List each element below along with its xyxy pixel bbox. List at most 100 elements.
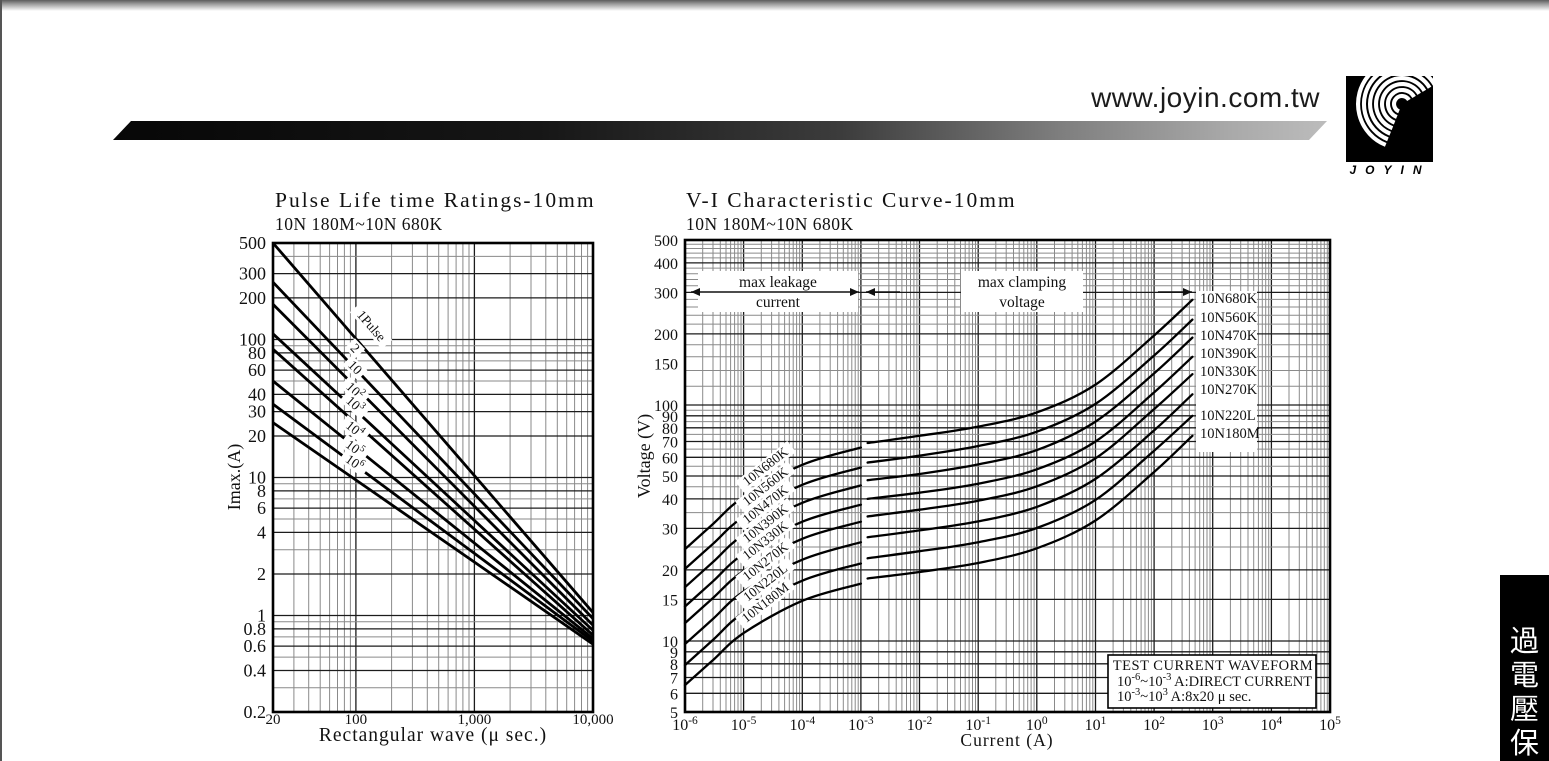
y-tick-label: 70 <box>662 435 678 452</box>
y-tick-label: 500 <box>239 233 266 253</box>
model-label: 10N560K <box>1200 310 1258 326</box>
y-tick-label: 2 <box>257 564 266 584</box>
y-tick-label: 200 <box>654 327 678 344</box>
x-tick-label: 10-2 <box>907 715 933 734</box>
y-tick-label: 100 <box>239 330 266 350</box>
x-tick-label: 20 <box>266 712 281 728</box>
curve-10N180M <box>866 434 1194 580</box>
svg-text:103: 103 <box>343 392 367 416</box>
model-label: 10N180M <box>1200 426 1260 442</box>
y-tick-label: 1 <box>257 606 266 626</box>
test-waveform-line1: TEST CURRENT WAVEFORM <box>1113 658 1313 674</box>
y-axis-title: Voltage (V) <box>634 414 655 498</box>
y-axis-title: Imax.(A) <box>224 444 245 510</box>
y-tick-label: 60 <box>248 360 266 380</box>
x-axis-title: Current (A) <box>960 730 1053 750</box>
y-tick-label: 40 <box>248 384 266 404</box>
y-tick-label: 30 <box>248 402 266 422</box>
joyin-logo-text: JOYIN <box>1349 163 1431 177</box>
y-tick-label: 0.8 <box>244 619 267 639</box>
curve-10N330K <box>866 373 1194 518</box>
pulse-line-label: 103 <box>339 390 370 420</box>
x-tick-label: 102 <box>1143 715 1165 734</box>
curve-10N680K <box>866 298 1194 445</box>
y-tick-label: 100 <box>654 398 678 415</box>
model-label: 10N220L <box>1200 408 1256 424</box>
chart-title: Pulse Life time Ratings-10mm <box>275 188 596 212</box>
logo-spiral-stripe <box>1368 76 1432 136</box>
test-waveform-box <box>1107 654 1317 709</box>
x-tick-label: 10-6 <box>672 715 698 734</box>
logo-spiral-stripe <box>1356 76 1387 147</box>
y-tick-label: 4 <box>257 522 266 542</box>
svg-text:106: 106 <box>343 450 367 474</box>
logo-spiral-stripe <box>1374 76 1427 131</box>
y-tick-label: 9 <box>670 645 678 662</box>
side-tab-char: 過 <box>1509 626 1539 658</box>
clamping-annotation-box <box>961 271 1083 312</box>
x-tick-label: 100 <box>345 712 368 728</box>
x-tick-label: 104 <box>1261 715 1283 734</box>
y-tick-label: 300 <box>239 264 266 284</box>
curve-10N470K <box>866 336 1194 482</box>
y-tick-label: 80 <box>248 343 266 363</box>
page-edge-line <box>0 0 2 761</box>
side-tab-char: 保 <box>1509 728 1539 760</box>
arrowhead <box>866 288 875 296</box>
x-axis-title: Rectangular wave (μ sec.) <box>319 725 547 746</box>
logo-spiral-stripe <box>1391 94 1411 114</box>
curve-10N180M <box>683 582 863 687</box>
x-tick-label: 100 <box>1026 715 1048 734</box>
arrowhead <box>1183 288 1192 296</box>
y-tick-label: 10 <box>248 468 266 488</box>
chart-subtitle: 10N 180M~10N 680K <box>275 214 443 234</box>
model-label-box <box>1196 291 1257 452</box>
joyin-logo <box>1346 76 1433 162</box>
y-tick-label: 8 <box>670 657 678 674</box>
arrowhead <box>850 288 859 296</box>
logo-spiral-stripe <box>1380 82 1421 125</box>
y-tick-label: 400 <box>654 256 678 273</box>
model-label: 10N470K <box>1200 328 1258 344</box>
joyin-logo-mark <box>1346 76 1433 162</box>
y-tick-label: 15 <box>662 592 678 609</box>
x-tick-label: 103 <box>1202 715 1224 734</box>
chart-subtitle: 10N 180M~10N 680K <box>686 214 854 234</box>
x-tick-label: 10-5 <box>731 715 757 734</box>
y-tick-label: 20 <box>248 426 266 446</box>
y-tick-label: 80 <box>662 421 678 438</box>
clamping-annotation-line2: voltage <box>999 294 1045 311</box>
pulse-line-2 <box>272 303 594 627</box>
side-tab-char: 壓 <box>1509 694 1539 726</box>
side-tab: 過 電 壓 保 <box>1500 575 1549 761</box>
pulse-line-label: 106 <box>338 449 370 477</box>
test-waveform-line2: 10-6~10-3 A:DIRECT CURRENT <box>1117 672 1312 690</box>
curve-10N220L <box>866 414 1194 560</box>
pulse-line-0 <box>271 242 595 614</box>
y-tick-label: 200 <box>239 288 266 308</box>
x-tick-label: 10-3 <box>848 715 874 734</box>
top-gradient-bar <box>0 0 1549 11</box>
model-label: 10N330K <box>1200 364 1258 380</box>
y-tick-label: 150 <box>654 356 678 373</box>
y-tick-label: 6 <box>670 686 678 703</box>
header-swoosh-bar <box>113 121 1327 140</box>
chart-title: V-I Characteristic Curve-10mm <box>686 188 1017 212</box>
x-tick-label: 10-4 <box>790 715 816 734</box>
arrowhead <box>691 288 700 296</box>
y-tick-label: 6 <box>257 498 266 518</box>
logo-spiral-stripe <box>1361 76 1433 142</box>
y-tick-label: 30 <box>662 521 678 538</box>
curve-10N560K <box>866 318 1194 464</box>
side-tab-char: 電 <box>1509 660 1539 692</box>
clamping-annotation-line1: max clamping <box>978 274 1066 291</box>
x-tick-label: 101 <box>1085 715 1107 734</box>
svg-text:1Pulse: 1Pulse <box>354 307 389 344</box>
y-tick-label: 5 <box>670 705 678 722</box>
pulse-line-3 <box>272 332 594 632</box>
y-tick-label: 7 <box>670 671 678 688</box>
test-waveform-line3: 10-3~103 A:8x20 μ sec. <box>1117 687 1251 705</box>
